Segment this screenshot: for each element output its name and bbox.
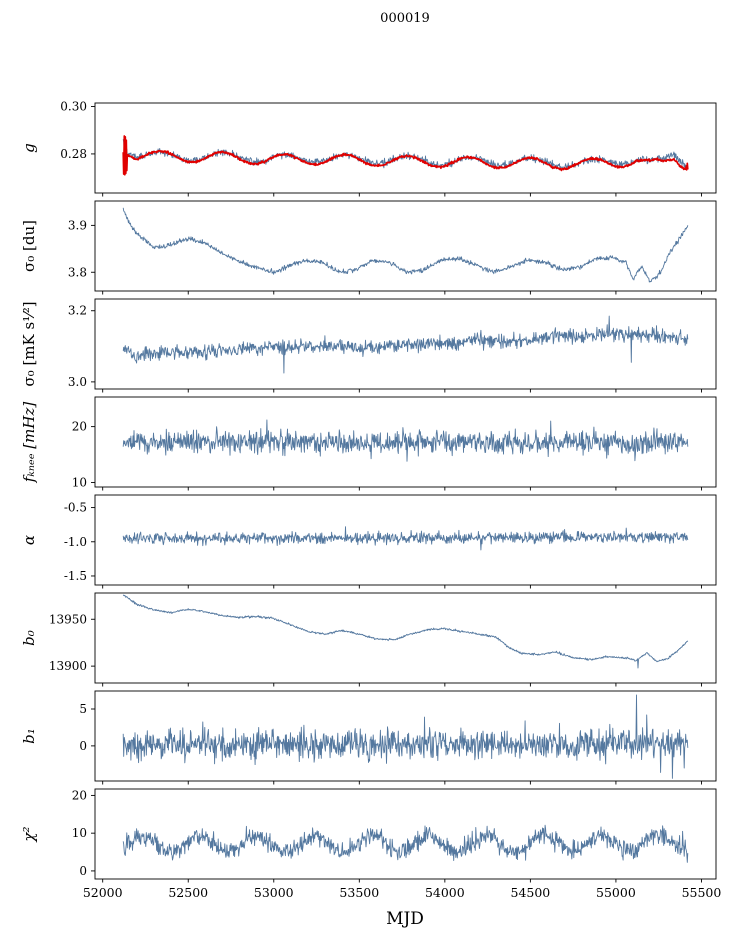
x-axis-label: MJD: [386, 909, 424, 929]
panel-frame: [94, 298, 717, 390]
y-axis-label-alpha: α: [20, 535, 38, 545]
series-b1: [122, 694, 689, 779]
y-tick-label: 5: [79, 702, 87, 716]
panel-g: 0.28 0.30 g: [20, 100, 717, 197]
y-axis-label-fknee: fₖₙₑₑ [mHz]: [20, 402, 38, 484]
y-tick-label: 10: [72, 476, 87, 490]
y-tick-label: 13900: [49, 659, 87, 673]
y-tick-label: 20: [72, 420, 87, 434]
x-tick-label: 55000: [596, 885, 636, 900]
panel-alpha: -1.5 -1.0 -0.5 α: [20, 494, 717, 589]
x-tick-label: 54000: [425, 885, 465, 900]
series-g-model: [122, 135, 689, 176]
y-tick-label: -0.5: [64, 501, 87, 515]
x-tick-label: 53500: [339, 885, 379, 900]
panel-frame: [94, 396, 717, 488]
y-tick-label: 20: [72, 788, 87, 802]
y-tick-label: 10: [72, 826, 87, 840]
y-tick-label: 3.2: [68, 304, 87, 318]
y-tick-label: -1.0: [64, 535, 87, 549]
y-tick-label: 3.8: [68, 265, 87, 279]
panel-frame: [94, 494, 717, 586]
panel-chi2: 0 10 20 52000 52500 53000 53500 54000 54500 55000…: [20, 788, 721, 900]
x-tick-label: 53000: [254, 885, 294, 900]
y-tick-label: 3.0: [68, 375, 87, 389]
y-tick-label: -1.5: [64, 569, 87, 583]
panel-frame: [94, 690, 717, 782]
panel-frame: [94, 102, 717, 194]
panel-frame: [94, 592, 717, 684]
panel-frame: [94, 788, 717, 880]
panel-sigma0-du: 3.8 3.9 σ₀ [du]: [20, 200, 717, 295]
series-chi2: [122, 824, 689, 863]
x-tick-label: 52500: [168, 885, 208, 900]
panel-b1: 0 5 b₁: [20, 690, 717, 785]
y-axis-label-g: g: [20, 143, 38, 153]
panel-sigma0-mK: 3.0 3.2 σ₀ [mK s¹⁄²]: [20, 298, 717, 393]
x-tick-label: 55500: [682, 885, 722, 900]
x-tick-label: 54500: [511, 885, 551, 900]
y-axis-label-sigma0-mK: σ₀ [mK s¹⁄²]: [20, 301, 38, 386]
y-tick-label: 0.30: [60, 100, 87, 114]
x-tick-label: 52000: [83, 885, 123, 900]
series-g-measured: [122, 139, 689, 171]
y-tick-label: 3.9: [68, 218, 87, 232]
y-tick-label: 0: [79, 739, 87, 753]
y-axis-label-sigma0-du: σ₀ [du]: [20, 220, 38, 272]
series-b0: [122, 594, 689, 669]
y-axis-label-b1: b₁: [20, 728, 38, 744]
series-sigma0-mK: [122, 315, 689, 374]
panel-frame: [94, 200, 717, 292]
figure-title: 000019: [380, 11, 430, 26]
series-sigma0-du: [122, 207, 689, 283]
panel-b0: 13900 13950 b₀: [20, 592, 717, 687]
y-tick-label: 0.28: [60, 147, 87, 161]
y-tick-label: 13950: [49, 612, 87, 626]
y-axis-label-chi2: χ²: [20, 826, 38, 842]
y-tick-label: 0: [79, 864, 87, 878]
series-alpha: [122, 526, 689, 551]
panel-fknee: 10 20 fₖₙₑₑ [mHz]: [20, 396, 717, 491]
panels-group: 0.28 0.30 g 3.8 3.9 σ₀ [du] 3.0 3.2 σ₀ [mK s¹⁄²]…: [20, 100, 721, 900]
y-axis-label-b0: b₀: [20, 630, 38, 646]
series-fknee: [122, 419, 689, 462]
